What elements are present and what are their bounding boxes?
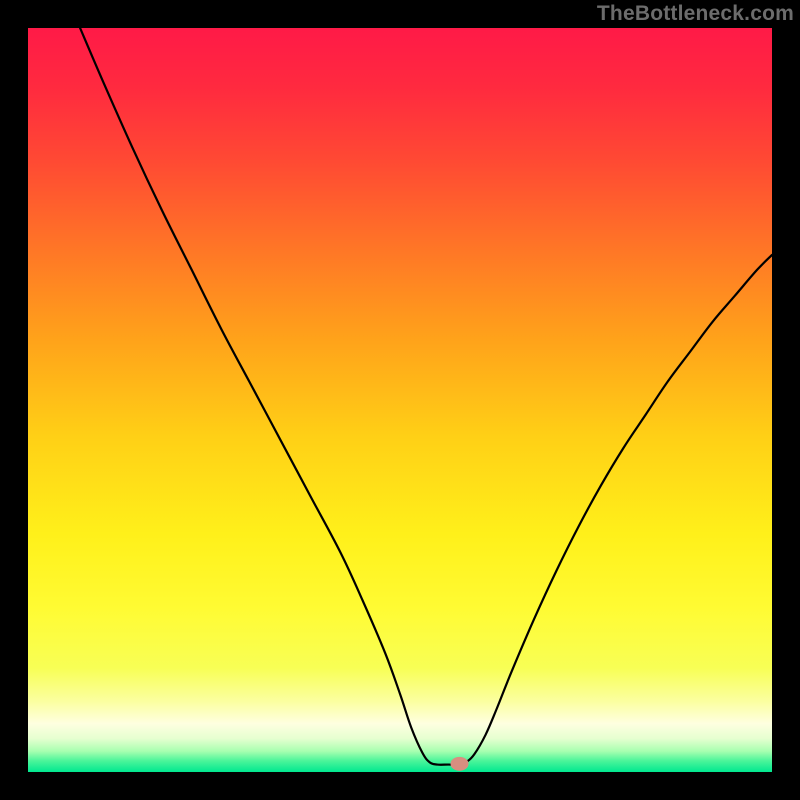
bottleneck-line-chart: [28, 28, 772, 772]
optimum-marker: [451, 757, 469, 771]
watermark-text: TheBottleneck.com: [597, 2, 794, 26]
chart-frame: TheBottleneck.com: [0, 0, 800, 800]
chart-background-gradient: [28, 28, 772, 772]
